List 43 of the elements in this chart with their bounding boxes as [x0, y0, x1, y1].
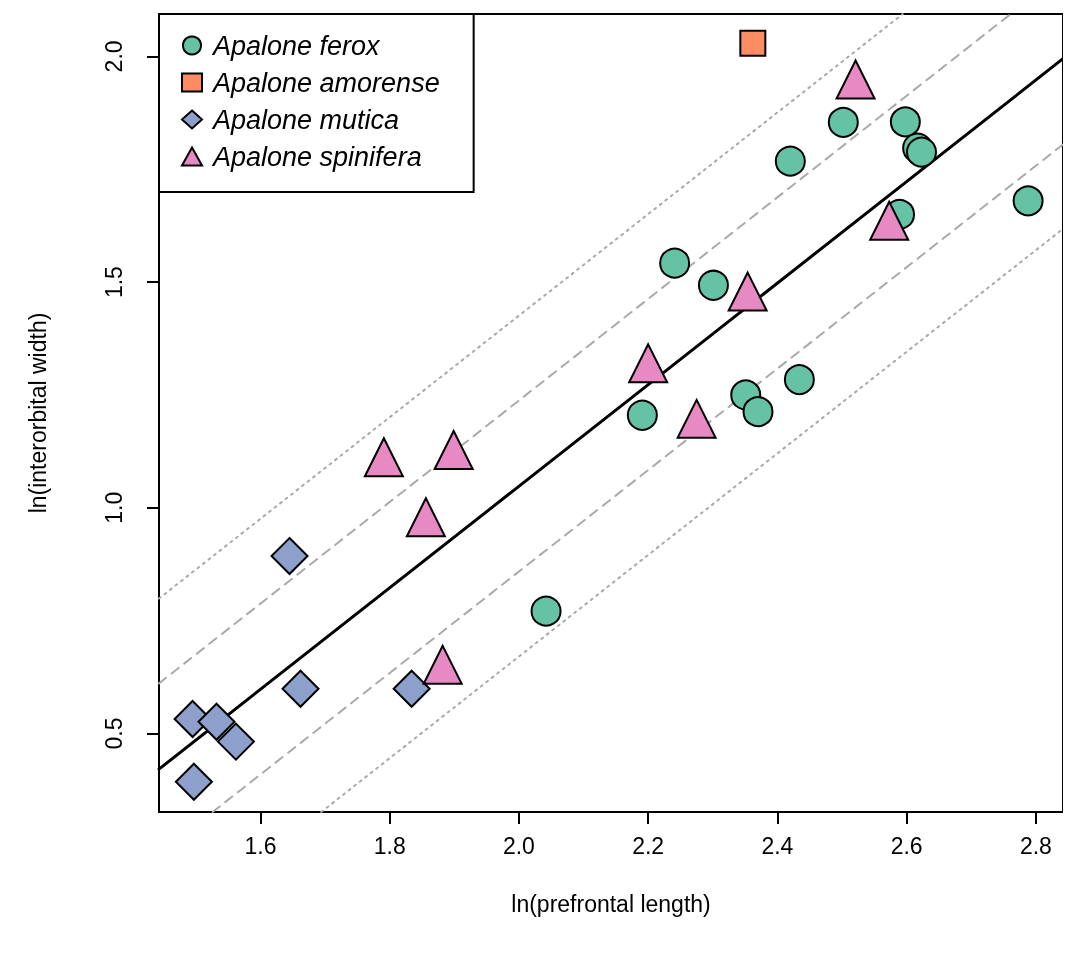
legend-label: Apalone amorense [211, 67, 440, 98]
point [742, 396, 774, 428]
point [197, 702, 236, 741]
point [1012, 185, 1044, 217]
point [676, 398, 717, 439]
x-tick-label: 2.6 [890, 832, 923, 859]
point [697, 269, 729, 301]
y-tick-label: 2.0 [100, 40, 127, 73]
point [889, 106, 921, 138]
point [628, 343, 669, 384]
legend-label: Apalone ferox [211, 30, 382, 61]
point [739, 29, 767, 57]
point [869, 200, 910, 241]
point [659, 247, 691, 279]
point [530, 595, 562, 627]
point [626, 399, 658, 431]
x-tick-label: 2.8 [1019, 832, 1052, 859]
x-axis-title: ln(prefrontal length) [511, 890, 711, 917]
y-tick-label: 1.0 [100, 491, 127, 524]
x-tick-label: 1.8 [373, 832, 406, 859]
point [783, 364, 815, 396]
x-tick-label: 2.0 [502, 832, 535, 859]
point [392, 669, 431, 708]
point [835, 59, 876, 100]
point [827, 106, 859, 138]
legend-label: Apalone mutica [211, 104, 400, 135]
point [281, 669, 320, 708]
y-tick-label: 1.5 [100, 266, 127, 299]
point [174, 762, 213, 801]
point [405, 497, 446, 538]
point [727, 271, 768, 312]
point [363, 437, 404, 478]
point [422, 644, 463, 685]
point [433, 430, 474, 471]
legend-label: Apalone spinifera [211, 141, 422, 172]
point [216, 722, 255, 761]
x-tick-label: 1.6 [244, 832, 277, 859]
y-tick-label: 0.5 [100, 717, 127, 750]
y-axis-title: ln(interorbital width) [24, 312, 51, 514]
point [270, 537, 309, 576]
point [774, 145, 806, 177]
x-tick-label: 2.2 [632, 832, 665, 859]
x-tick-label: 2.4 [761, 832, 794, 859]
